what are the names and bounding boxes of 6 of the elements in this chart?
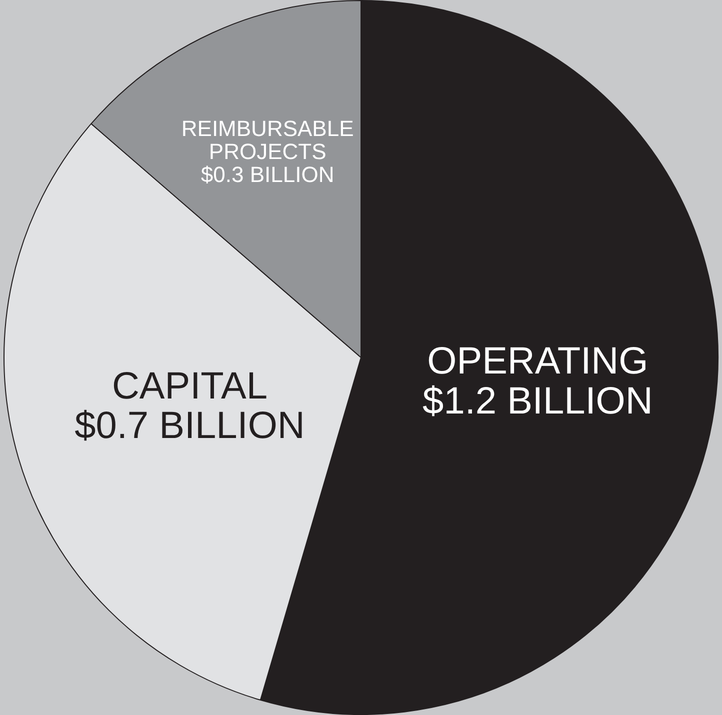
data-label: $0.7 BILLION [74,405,305,448]
slice-label: OPERATING [427,340,648,382]
slice-label: CAPITAL [112,365,268,408]
slice-label: REIMBURSABLE PROJECTS [181,116,354,164]
data-label: $1.2 BILLION [422,380,653,422]
data-label: $0.3 BILLION [200,162,334,188]
